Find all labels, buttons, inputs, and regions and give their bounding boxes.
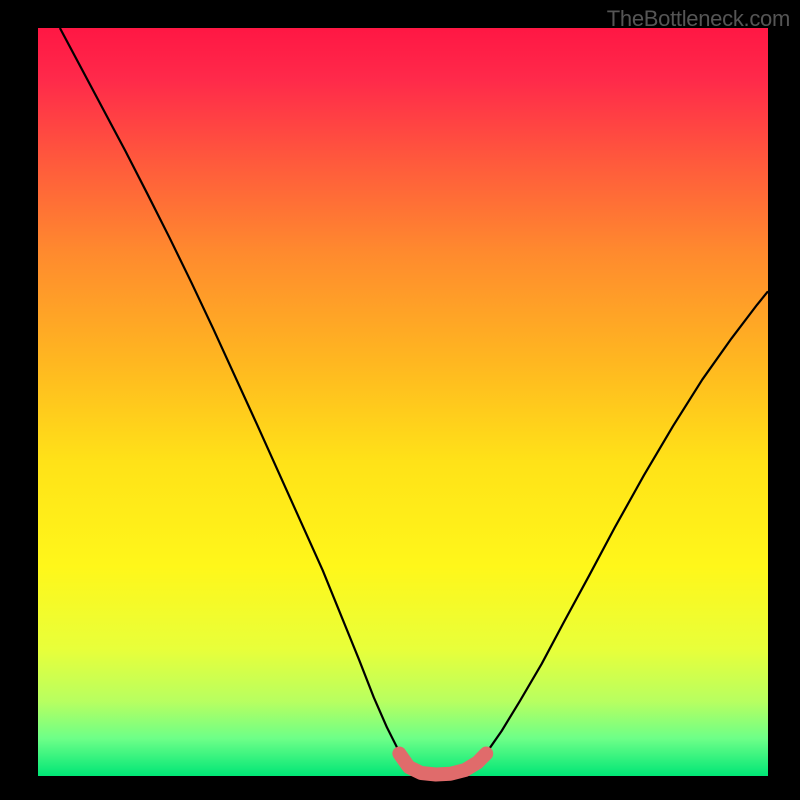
chart-gradient-background: [38, 28, 768, 776]
watermark-text: TheBottleneck.com: [607, 6, 790, 32]
bottleneck-chart: [0, 0, 800, 800]
